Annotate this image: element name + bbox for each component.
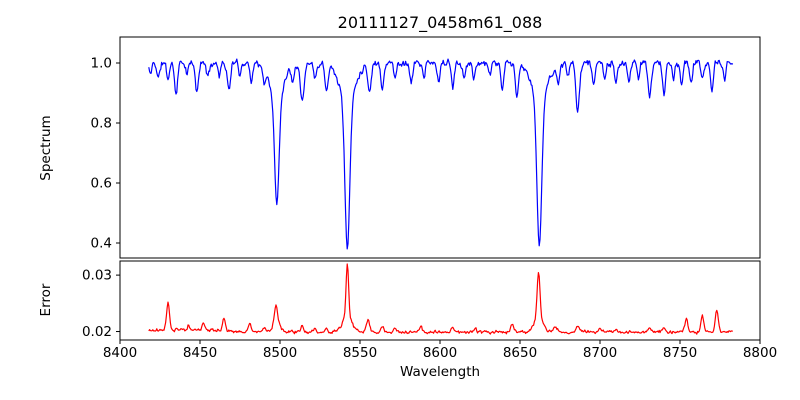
x-tick-label: 8500 bbox=[263, 345, 297, 361]
y-tick-label: 0.6 bbox=[91, 176, 112, 192]
y-tick-label: 0.03 bbox=[82, 268, 112, 284]
x-tick-label: 8700 bbox=[583, 345, 617, 361]
x-tick-label: 8450 bbox=[183, 345, 217, 361]
y-tick-label: 1.0 bbox=[91, 56, 112, 72]
spectrum-axes-frame bbox=[119, 36, 761, 259]
error-line bbox=[148, 263, 734, 335]
chart-title: 20111127_0458m61_088 bbox=[337, 13, 543, 32]
spectrum-line bbox=[148, 58, 734, 250]
x-tick-label: 8400 bbox=[103, 345, 137, 361]
y-tick-label: 0.02 bbox=[82, 324, 112, 340]
y-tick-label: 0.4 bbox=[91, 236, 112, 252]
x-tick-label: 8650 bbox=[503, 345, 537, 361]
x-tick-label: 8800 bbox=[743, 345, 777, 361]
y-tick-label: 0.8 bbox=[91, 116, 112, 132]
x-tick-label: 8750 bbox=[663, 345, 697, 361]
x-tick-label: 8600 bbox=[423, 345, 457, 361]
x-axis-label: Wavelength bbox=[399, 364, 481, 380]
x-tick-label: 8550 bbox=[343, 345, 377, 361]
